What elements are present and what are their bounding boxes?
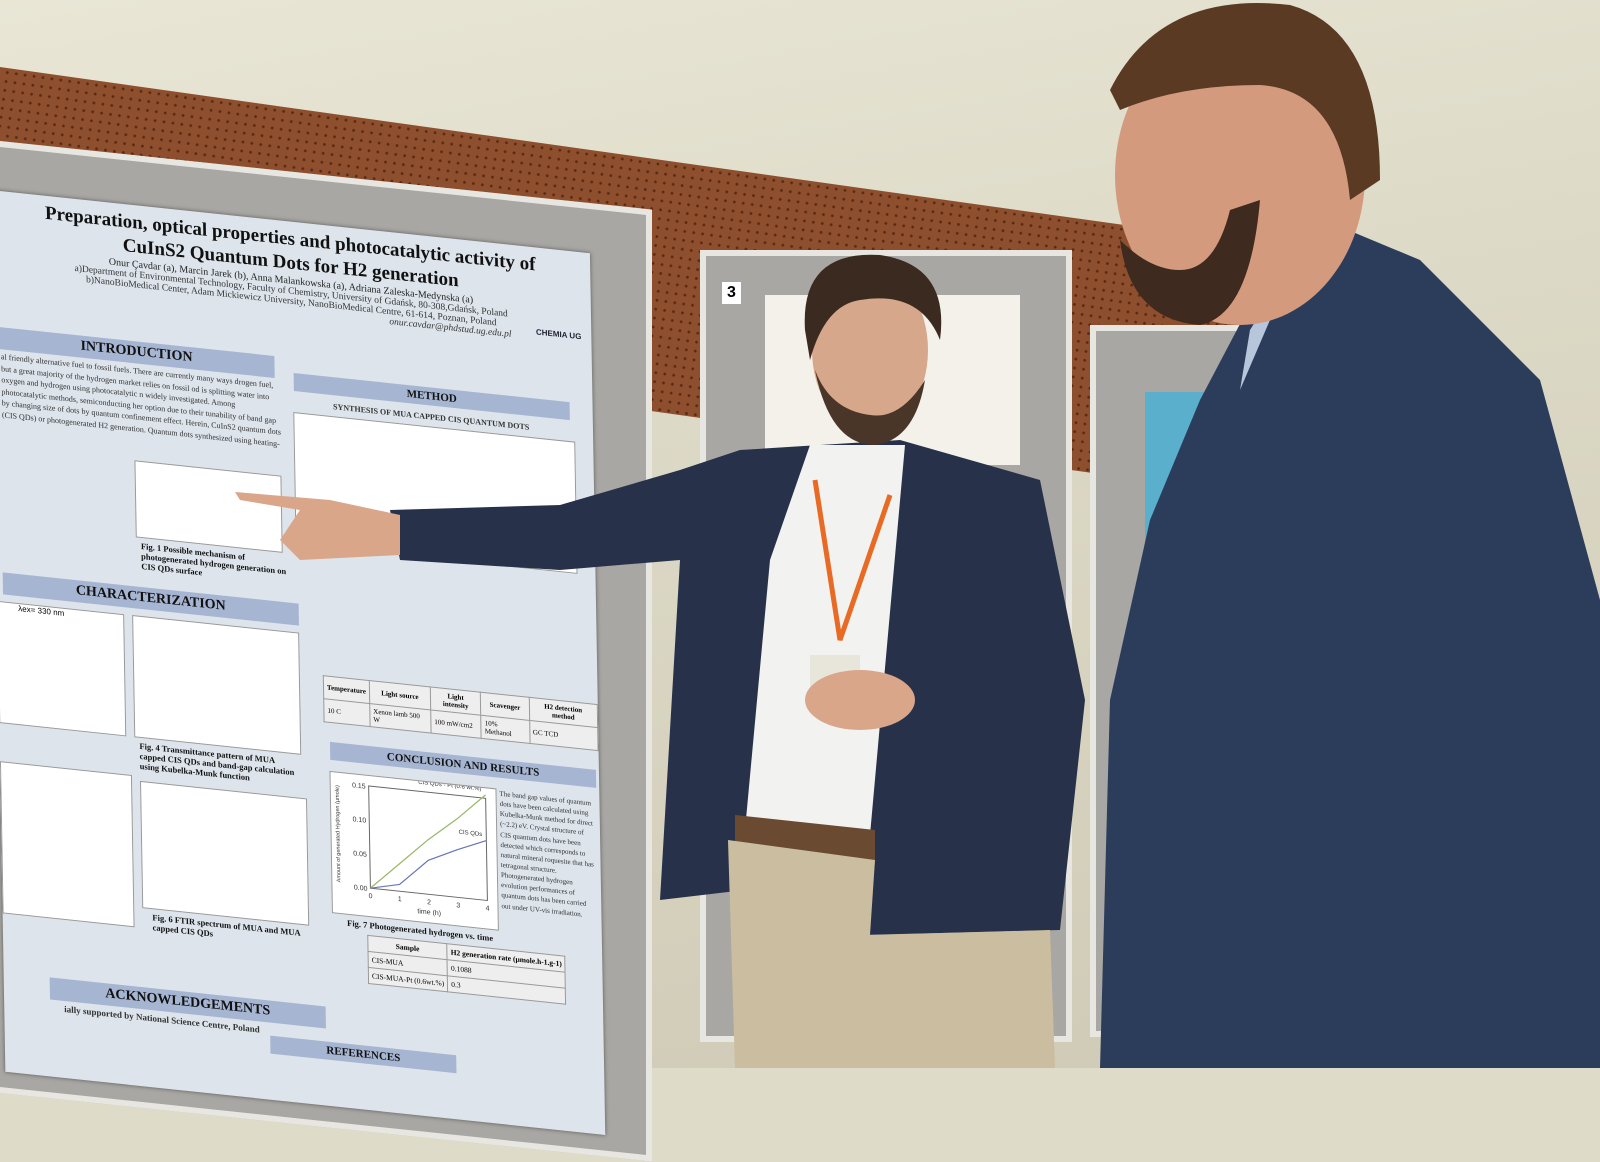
- y-axis-label: Amount of generated Hydrogen (µmole): [335, 785, 343, 883]
- presenter-shirt: [745, 445, 905, 835]
- listener-jacket: [1100, 210, 1600, 1068]
- research-poster: Preparation, optical properties and phot…: [0, 190, 606, 1135]
- board-number: 3: [722, 282, 741, 304]
- presenter-belt: [735, 815, 875, 865]
- x-tick-label: 2: [427, 899, 431, 906]
- x-tick-label: 3: [456, 902, 460, 909]
- presenter-head: [812, 268, 928, 432]
- y-tick-label: 0.15: [352, 782, 366, 790]
- presenter-beard: [815, 370, 925, 445]
- presenter-trousers: [728, 840, 1055, 1068]
- plot-area: [368, 785, 488, 902]
- listener-hair: [1110, 3, 1380, 200]
- x-tick-label: 0: [369, 893, 373, 900]
- y-tick-label: 0.05: [353, 850, 367, 858]
- x-tick-label: 1: [398, 896, 402, 903]
- presenter-jacket: [390, 440, 1085, 935]
- lanyard: [812, 479, 893, 641]
- x-tick-label: 4: [486, 905, 490, 912]
- pointing-hand: [235, 492, 400, 560]
- holding-hand: [805, 670, 915, 730]
- x-axis-label: time (h): [417, 908, 441, 917]
- presenter-hair: [804, 254, 942, 360]
- listener-beard: [1120, 200, 1260, 325]
- listener-person: [1100, 3, 1600, 1068]
- presenter-person: [235, 254, 1085, 1068]
- series-line: [370, 794, 486, 889]
- listener-head: [1115, 25, 1365, 325]
- y-tick-label: 0.00: [354, 884, 368, 892]
- y-tick-label: 0.10: [353, 816, 367, 824]
- series-label: CIS QDs: [459, 830, 483, 838]
- series-line: [370, 839, 487, 889]
